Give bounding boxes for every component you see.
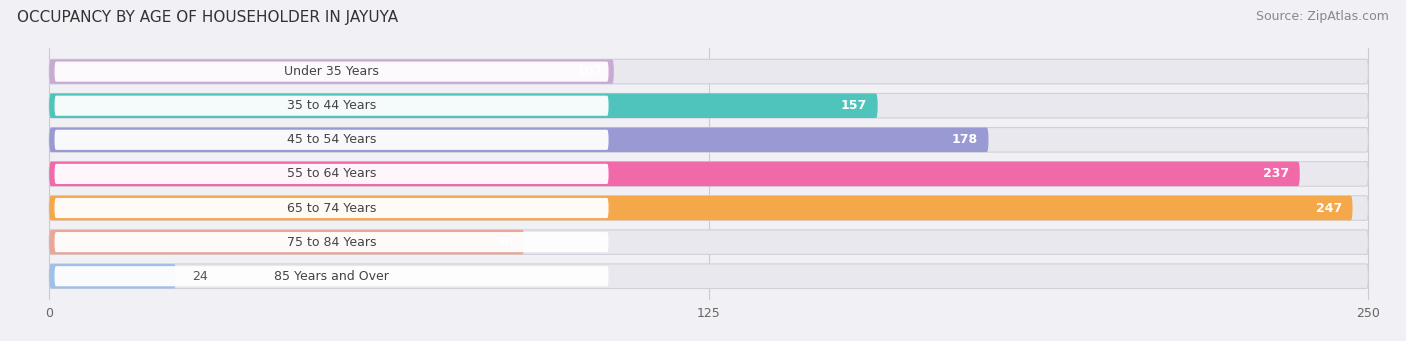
FancyBboxPatch shape [49, 196, 1368, 220]
FancyBboxPatch shape [55, 130, 609, 150]
FancyBboxPatch shape [49, 128, 988, 152]
FancyBboxPatch shape [49, 264, 1368, 288]
FancyBboxPatch shape [49, 162, 1299, 186]
Text: 85 Years and Over: 85 Years and Over [274, 270, 389, 283]
Text: 55 to 64 Years: 55 to 64 Years [287, 167, 377, 180]
Text: 24: 24 [191, 270, 208, 283]
Text: Source: ZipAtlas.com: Source: ZipAtlas.com [1256, 10, 1389, 23]
FancyBboxPatch shape [55, 198, 609, 218]
FancyBboxPatch shape [49, 196, 1353, 220]
Text: 35 to 44 Years: 35 to 44 Years [287, 99, 377, 112]
Text: 237: 237 [1263, 167, 1289, 180]
Text: 107: 107 [576, 65, 603, 78]
FancyBboxPatch shape [49, 59, 1368, 84]
Text: 247: 247 [1316, 202, 1341, 214]
Text: 45 to 54 Years: 45 to 54 Years [287, 133, 377, 146]
FancyBboxPatch shape [49, 162, 1368, 186]
Text: Under 35 Years: Under 35 Years [284, 65, 380, 78]
FancyBboxPatch shape [55, 232, 609, 252]
FancyBboxPatch shape [55, 61, 609, 82]
FancyBboxPatch shape [49, 264, 176, 288]
FancyBboxPatch shape [49, 128, 1368, 152]
FancyBboxPatch shape [49, 230, 1368, 254]
Text: 75 to 84 Years: 75 to 84 Years [287, 236, 377, 249]
FancyBboxPatch shape [49, 59, 614, 84]
FancyBboxPatch shape [49, 93, 877, 118]
Text: 90: 90 [496, 236, 513, 249]
FancyBboxPatch shape [49, 230, 524, 254]
Text: OCCUPANCY BY AGE OF HOUSEHOLDER IN JAYUYA: OCCUPANCY BY AGE OF HOUSEHOLDER IN JAYUY… [17, 10, 398, 25]
Text: 178: 178 [952, 133, 979, 146]
FancyBboxPatch shape [55, 95, 609, 116]
Text: 157: 157 [841, 99, 868, 112]
FancyBboxPatch shape [55, 266, 609, 286]
FancyBboxPatch shape [55, 164, 609, 184]
FancyBboxPatch shape [49, 93, 1368, 118]
Text: 65 to 74 Years: 65 to 74 Years [287, 202, 377, 214]
